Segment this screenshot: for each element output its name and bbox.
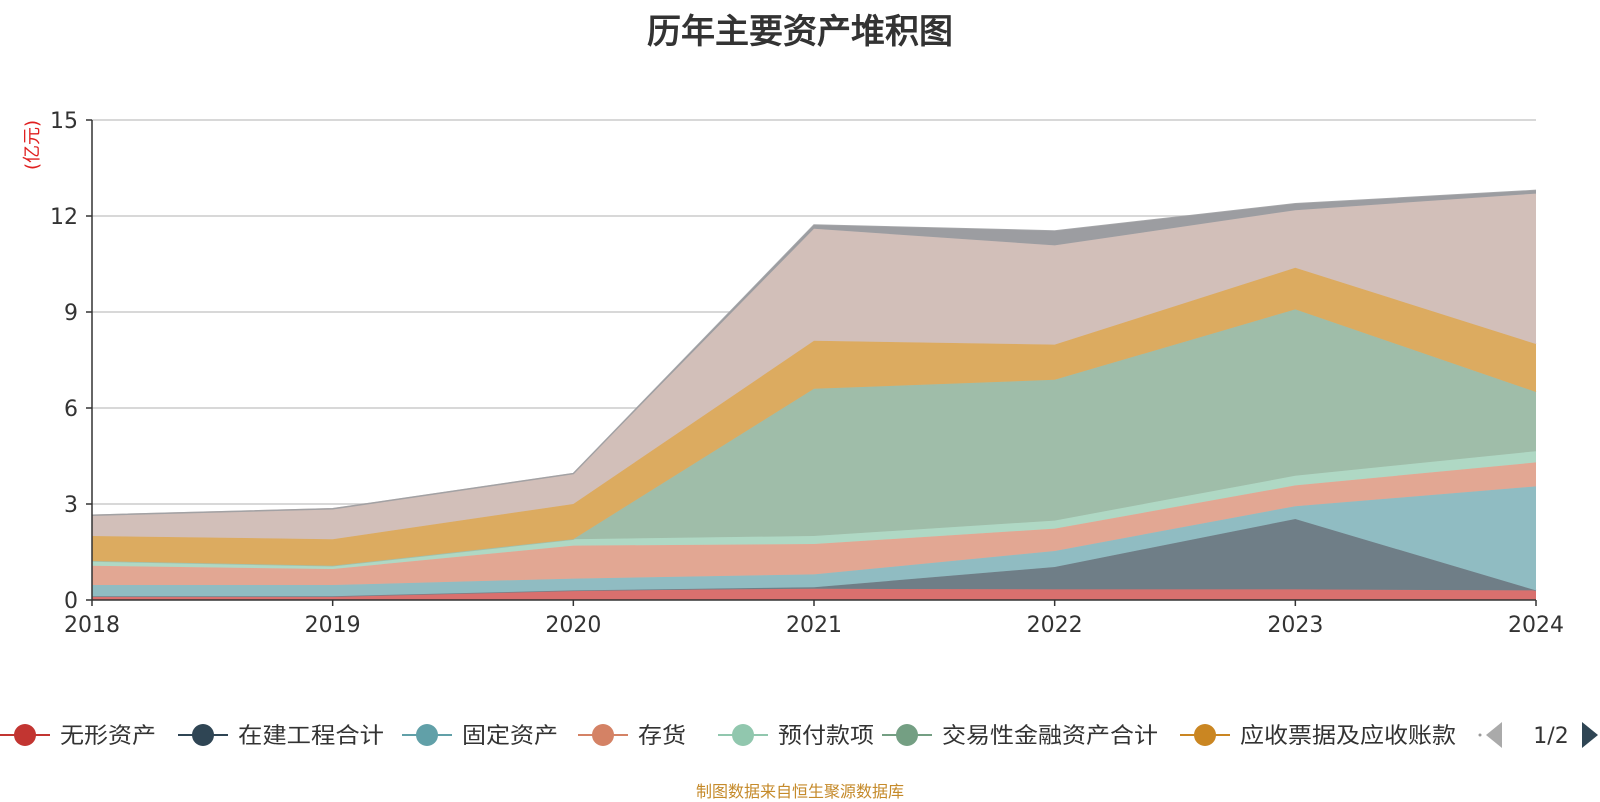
legend-label: 交易性金融资产合计	[942, 724, 1158, 749]
legend-label: 在建工程合计	[238, 724, 384, 749]
chart-title: 历年主要资产堆积图	[647, 12, 953, 52]
area-series-line-8	[91, 189, 1537, 516]
legend-item-6[interactable]: 应收票据及应收账款	[1180, 724, 1456, 749]
x-tick-label: 2020	[545, 613, 601, 638]
legend-marker	[1194, 724, 1216, 746]
legend-item-0[interactable]: 无形资产	[0, 724, 156, 749]
legend-overflow-dot	[1478, 733, 1482, 737]
y-tick-label: 3	[64, 493, 78, 518]
y-tick-label: 9	[64, 301, 78, 326]
legend-label: 应收票据及应收账款	[1240, 724, 1456, 749]
axis-layer: 0 3 6 9 12 15 2018 2019 2020 2021 2022 2023 2024	[50, 109, 1564, 638]
area-layer	[91, 189, 1537, 600]
y-tick-label: 12	[50, 205, 78, 230]
x-tick-label: 2024	[1508, 613, 1564, 638]
area-series-3	[92, 462, 1536, 585]
legend-item-2[interactable]: 固定资产	[402, 724, 558, 749]
area-series-7	[92, 193, 1536, 540]
legend-page-indicator: 1/2	[1533, 724, 1568, 749]
y-tick-label: 15	[50, 109, 78, 134]
legend-item-3[interactable]: 存货	[578, 724, 686, 749]
x-tick-label: 2018	[64, 613, 120, 638]
legend-item-5[interactable]: 交易性金融资产合计	[882, 724, 1158, 749]
area-series-5	[92, 309, 1536, 566]
legend-marker	[896, 724, 918, 746]
area-series-0	[92, 588, 1536, 600]
legend-marker	[416, 724, 438, 746]
x-tick-label: 2019	[305, 613, 361, 638]
legend-label: 固定资产	[462, 724, 558, 749]
legend-marker	[14, 724, 36, 746]
legend-label: 预付款项	[778, 724, 874, 749]
area-series-6	[92, 267, 1536, 566]
y-axis-label: (亿元)	[22, 120, 43, 170]
legend-marker	[732, 724, 754, 746]
legend-label: 存货	[638, 724, 686, 749]
legend-prev-page-icon[interactable]	[1486, 722, 1502, 748]
data-source-note: 制图数据来自恒生聚源数据库	[695, 782, 904, 801]
legend-label: 无形资产	[60, 724, 156, 749]
legend-marker	[592, 724, 614, 746]
legend-item-1[interactable]: 在建工程合计	[178, 724, 384, 749]
x-tick-label: 2021	[786, 613, 842, 638]
x-tick-label: 2023	[1267, 613, 1323, 638]
legend: 无形资产 在建工程合计 固定资产 存货 预付款项 交易性金融资产合计 应收票据及应收账款 1/…	[0, 722, 1598, 749]
area-series-1	[92, 519, 1536, 597]
x-tick-label: 2022	[1027, 613, 1083, 638]
legend-item-4[interactable]: 预付款项	[718, 724, 874, 749]
legend-next-page-icon[interactable]	[1582, 722, 1598, 748]
y-tick-label: 6	[64, 397, 78, 422]
legend-marker	[192, 724, 214, 746]
y-tick-label: 0	[64, 589, 78, 614]
